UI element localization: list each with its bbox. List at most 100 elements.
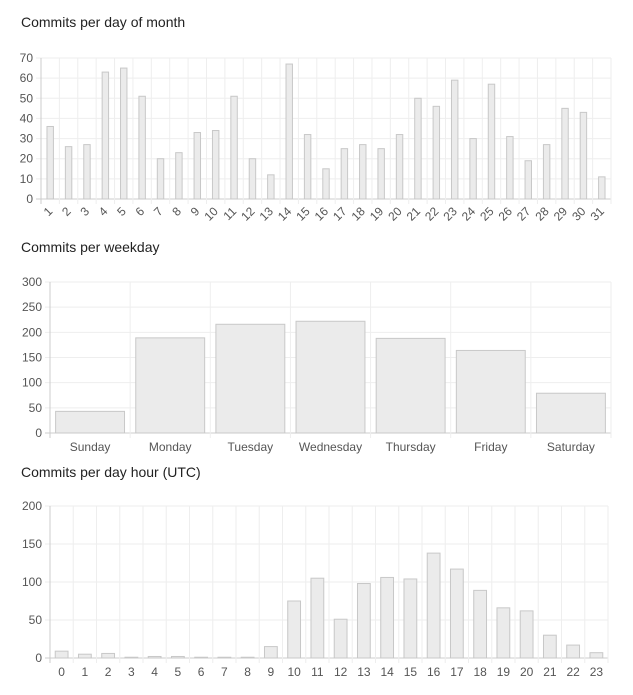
y-tick-label: 300 <box>22 275 42 289</box>
y-tick-label: 30 <box>20 132 34 146</box>
bar <box>426 552 441 659</box>
bar <box>310 577 325 659</box>
x-tick-label: 29 <box>551 204 571 224</box>
x-tick-label: 11 <box>220 204 239 223</box>
bar <box>340 148 349 200</box>
bar <box>450 79 459 200</box>
bar <box>542 144 551 200</box>
x-tick-label: Thursday <box>386 440 436 454</box>
bar <box>449 568 464 659</box>
x-tick-label: 9 <box>268 665 275 679</box>
x-tick-label: 5 <box>114 204 129 219</box>
chart-commits-per-weekday: 0 50 100 150 200 250 300 Sunday Monday Tuesday Wed… <box>22 275 612 454</box>
bar <box>101 71 110 200</box>
bar <box>524 160 532 200</box>
x-tick-label: 24 <box>459 204 479 224</box>
x-tick-label: 8 <box>169 204 184 219</box>
bar <box>356 583 371 659</box>
x-tick-label: 3 <box>128 665 135 679</box>
bar <box>295 320 366 434</box>
bar <box>230 95 238 200</box>
bar <box>240 656 255 659</box>
x-tick-label: 9 <box>188 204 203 219</box>
x-tick-label: 14 <box>275 204 295 224</box>
bar <box>263 646 278 659</box>
bar <box>147 655 162 659</box>
bar <box>124 656 139 659</box>
bar <box>211 130 220 200</box>
y-tick-label: 50 <box>20 91 34 105</box>
bar <box>395 134 404 200</box>
x-tick-label: 19 <box>497 665 511 679</box>
x-tick-label: 10 <box>287 665 301 679</box>
x-tick-label: 27 <box>514 204 534 224</box>
bar <box>487 83 496 200</box>
x-tick-label: 7 <box>151 204 166 219</box>
x-tick-label: 13 <box>257 204 277 224</box>
bar <box>432 105 441 200</box>
x-tick-label: 22 <box>566 665 580 679</box>
y-tick-label: 0 <box>35 651 42 665</box>
x-tick-label: 4 <box>151 665 158 679</box>
x-tick-label: 10 <box>201 204 221 224</box>
bar <box>377 148 385 200</box>
x-tick-label: 8 <box>244 665 251 679</box>
chart-title-day-hour: Commits per day hour (UTC) <box>21 464 201 480</box>
x-tick-label: 19 <box>367 204 387 224</box>
bar <box>156 158 165 200</box>
x-tick-label: 0 <box>58 665 65 679</box>
x-tick-label: Tuesday <box>228 440 274 454</box>
y-tick-label: 20 <box>20 152 34 166</box>
bar <box>375 337 446 434</box>
x-tick-label: 7 <box>221 665 228 679</box>
x-tick-label: 31 <box>588 204 608 224</box>
bar <box>506 136 514 200</box>
bar <box>54 650 69 659</box>
bar <box>135 337 206 434</box>
bar <box>589 652 604 659</box>
x-tick-label: 3 <box>77 204 92 219</box>
y-tick-label: 60 <box>20 71 34 85</box>
x-tick-label: 17 <box>450 665 464 679</box>
y-tick-label: 40 <box>20 111 34 125</box>
chart-title-weekday: Commits per weekday <box>21 239 160 255</box>
y-tick-label: 0 <box>26 192 33 206</box>
y-tick-label: 50 <box>29 613 43 627</box>
y-tick-label: 200 <box>22 499 42 513</box>
bar <box>414 97 422 200</box>
bar <box>120 67 128 200</box>
x-tick-label: 20 <box>520 665 534 679</box>
x-tick-label: 23 <box>590 665 604 679</box>
y-tick-label: 150 <box>22 537 42 551</box>
x-tick-label: 6 <box>198 665 205 679</box>
x-tick-label: 30 <box>569 204 589 224</box>
bar <box>215 323 286 434</box>
bar <box>101 652 116 659</box>
x-tick-label: Wednesday <box>299 440 362 454</box>
x-tick-label: 21 <box>543 665 557 679</box>
x-tick-label: 16 <box>427 665 441 679</box>
x-tick-label: Sunday <box>70 440 111 454</box>
x-tick-label: 15 <box>404 665 418 679</box>
bar <box>46 125 54 200</box>
bar <box>359 144 367 200</box>
x-tick-label: 12 <box>334 665 348 679</box>
x-tick-label: 17 <box>330 204 350 224</box>
bar <box>55 410 126 434</box>
x-tick-label: 28 <box>532 204 552 224</box>
chart-title-day-of-month: Commits per day of month <box>21 14 186 30</box>
x-tick-label: 11 <box>311 665 324 679</box>
bar <box>285 63 293 200</box>
x-tick-label: 2 <box>59 204 74 219</box>
x-tick-label: 2 <box>105 665 112 679</box>
bar <box>217 656 232 659</box>
x-tick-label: 25 <box>477 204 497 224</box>
x-tick-label: Friday <box>474 440 507 454</box>
bar <box>303 134 312 200</box>
x-tick-label: 21 <box>404 204 424 224</box>
x-tick-label: Saturday <box>547 440 595 454</box>
x-tick-label: 18 <box>473 665 487 679</box>
bar <box>267 174 275 200</box>
